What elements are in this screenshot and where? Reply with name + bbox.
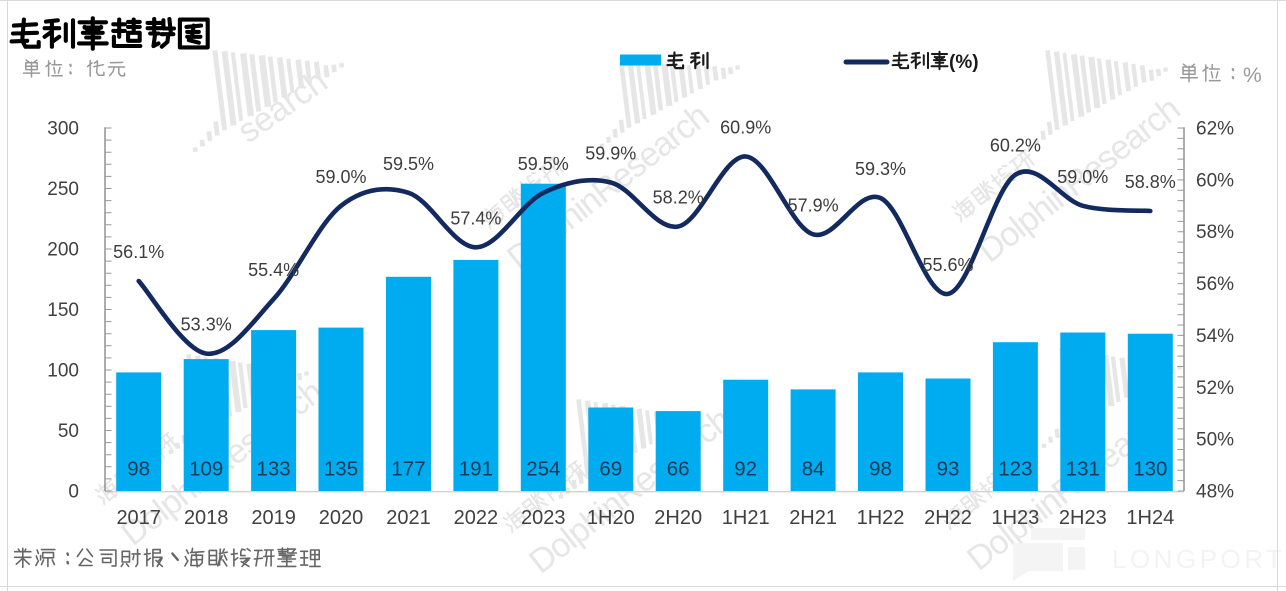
svg-text:100: 100 xyxy=(47,361,79,382)
svg-text:2020: 2020 xyxy=(319,507,364,529)
svg-text:135: 135 xyxy=(324,458,358,481)
svg-text:93: 93 xyxy=(937,458,960,481)
svg-text:58%: 58% xyxy=(1196,222,1234,243)
svg-text:177: 177 xyxy=(391,458,425,481)
svg-text:250: 250 xyxy=(47,179,79,200)
svg-text:54%: 54% xyxy=(1196,326,1234,347)
svg-text:(%): (%) xyxy=(949,52,979,73)
svg-text:48%: 48% xyxy=(1196,482,1234,503)
svg-text:60.9%: 60.9% xyxy=(720,118,771,138)
svg-text:2017: 2017 xyxy=(116,507,161,529)
svg-text:98: 98 xyxy=(869,458,892,481)
svg-text:109: 109 xyxy=(189,458,223,481)
svg-text:50%: 50% xyxy=(1196,430,1234,451)
svg-text:254: 254 xyxy=(526,458,560,481)
svg-text:300: 300 xyxy=(47,119,79,140)
svg-text:1H20: 1H20 xyxy=(587,507,635,529)
svg-text:58.2%: 58.2% xyxy=(653,188,704,208)
svg-text:1H24: 1H24 xyxy=(1126,507,1174,529)
svg-text:0: 0 xyxy=(68,482,79,503)
svg-text:59.3%: 59.3% xyxy=(855,159,906,179)
svg-text:59.5%: 59.5% xyxy=(383,154,434,174)
svg-text:2H23: 2H23 xyxy=(1059,507,1107,529)
svg-text:2022: 2022 xyxy=(454,507,499,529)
svg-text:1H22: 1H22 xyxy=(857,507,905,529)
svg-text:56%: 56% xyxy=(1196,274,1234,295)
svg-text:84: 84 xyxy=(802,458,825,481)
svg-text:59.5%: 59.5% xyxy=(518,154,569,174)
svg-text:2H20: 2H20 xyxy=(654,507,702,529)
svg-text:2021: 2021 xyxy=(386,507,431,529)
svg-text:92: 92 xyxy=(734,458,757,481)
svg-text:2H21: 2H21 xyxy=(789,507,837,529)
svg-text:69: 69 xyxy=(599,458,622,481)
svg-text:56.1%: 56.1% xyxy=(113,242,164,262)
svg-text:1H21: 1H21 xyxy=(722,507,770,529)
svg-text:50: 50 xyxy=(58,421,79,442)
svg-text:2019: 2019 xyxy=(251,507,296,529)
svg-text:150: 150 xyxy=(47,300,79,321)
svg-text:55.6%: 55.6% xyxy=(922,255,973,275)
svg-text:55.4%: 55.4% xyxy=(248,260,299,280)
svg-text:60%: 60% xyxy=(1196,170,1234,191)
svg-text:59.0%: 59.0% xyxy=(1057,167,1108,187)
svg-text:98: 98 xyxy=(127,458,150,481)
svg-text:60.2%: 60.2% xyxy=(990,136,1041,156)
svg-text:130: 130 xyxy=(1133,458,1167,481)
svg-text:59.9%: 59.9% xyxy=(585,144,636,164)
svg-text:59.0%: 59.0% xyxy=(315,167,366,187)
svg-text:58.8%: 58.8% xyxy=(1125,172,1176,192)
svg-text:66: 66 xyxy=(667,458,690,481)
svg-text:2023: 2023 xyxy=(521,507,566,529)
svg-text:131: 131 xyxy=(1066,458,1100,481)
svg-text:LONGPORT: LONGPORT xyxy=(1112,544,1285,574)
svg-text:200: 200 xyxy=(47,240,79,261)
svg-text:123: 123 xyxy=(998,458,1032,481)
svg-text:53.3%: 53.3% xyxy=(181,315,232,335)
svg-text:2H22: 2H22 xyxy=(924,507,972,529)
svg-text:1H23: 1H23 xyxy=(991,507,1039,529)
svg-text:133: 133 xyxy=(256,458,290,481)
svg-text:52%: 52% xyxy=(1196,378,1234,399)
svg-text:57.9%: 57.9% xyxy=(788,195,839,215)
svg-text:%: % xyxy=(1243,64,1262,87)
svg-text:57.4%: 57.4% xyxy=(450,208,501,228)
svg-text:191: 191 xyxy=(459,458,493,481)
svg-text:2018: 2018 xyxy=(184,507,229,529)
svg-text:62%: 62% xyxy=(1196,119,1234,140)
